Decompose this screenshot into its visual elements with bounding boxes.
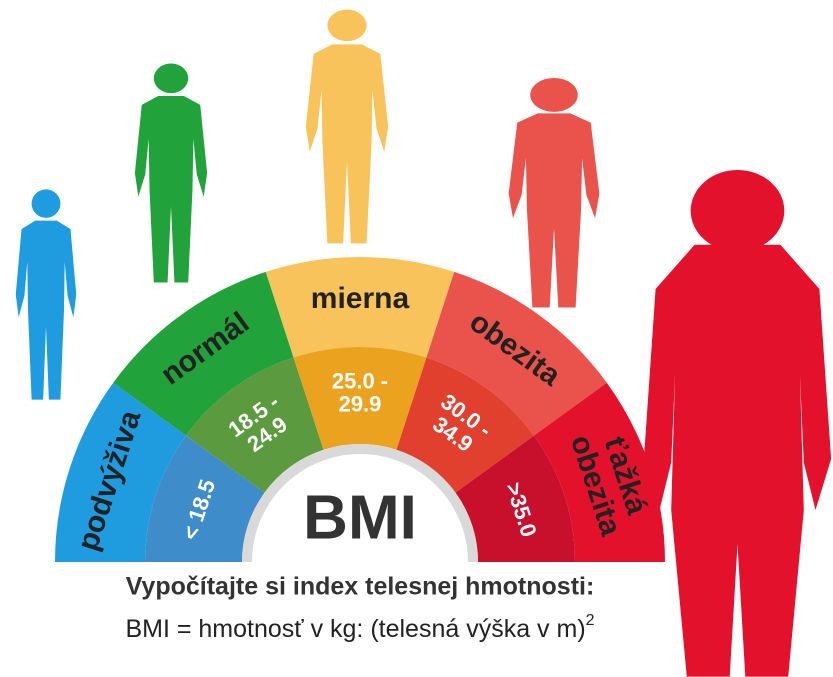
range-band — [396, 357, 534, 493]
range-label-line: 29.9 — [339, 391, 382, 416]
figure-normal — [134, 63, 208, 283]
formula-text: BMI = hmotnosť v kg: (telesná výška v m) — [125, 615, 585, 643]
range-band — [293, 347, 427, 450]
formula: BMI = hmotnosť v kg: (telesná výška v m)… — [125, 612, 594, 642]
category-band — [113, 271, 294, 436]
category-label-line: mierna — [311, 282, 410, 315]
formula-exponent: 2 — [586, 612, 595, 629]
figure-severe — [643, 170, 832, 677]
range-band — [145, 435, 265, 562]
silhouettes — [15, 9, 832, 677]
category-band — [265, 257, 455, 358]
caption: Vypočítajte si index telesnej hmotnosti: — [126, 573, 595, 601]
range-label: 25.0 -29.9 — [332, 368, 388, 416]
figure-underweight — [15, 189, 77, 400]
center-disc — [252, 454, 468, 562]
category-band — [55, 382, 187, 562]
range-label-line: 25.0 - — [332, 368, 388, 393]
figure-obese — [508, 78, 600, 308]
category-band — [533, 382, 665, 562]
center-label: BMI — [303, 483, 417, 552]
range-band — [186, 357, 324, 493]
figure-overweight — [305, 9, 389, 244]
range-band — [455, 435, 575, 562]
category-band — [426, 271, 607, 436]
category-label: mierna — [311, 282, 410, 315]
